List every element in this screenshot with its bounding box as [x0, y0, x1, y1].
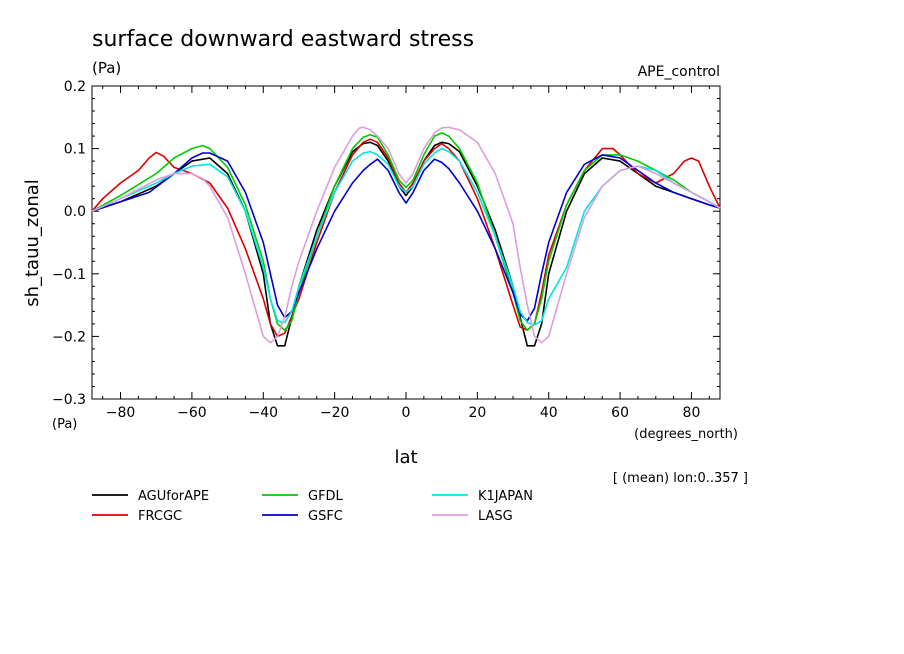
x-tick-label: −20	[320, 405, 350, 421]
x-axis-label: lat	[394, 447, 417, 468]
series-line-gfdl	[91, 132, 721, 331]
y-tick-label: 0.0	[64, 204, 86, 220]
x-axis: −80 −60 −40 −20 0 20 40 60 80	[106, 86, 701, 421]
x-tick-label: −40	[248, 405, 278, 421]
series-lines	[91, 126, 721, 347]
minor-ticks	[92, 86, 720, 399]
legend-label: K1JAPAN	[478, 489, 533, 504]
y-tick-label: 0.1	[64, 142, 86, 158]
y-tick-label: −0.2	[52, 329, 86, 345]
legend-label: AGUforAPE	[138, 489, 209, 504]
plot-frame	[91, 85, 721, 400]
legend-label: GFDL	[308, 489, 344, 504]
legend-label: LASG	[478, 509, 513, 524]
legend: AGUforAPE FRCGC GFDL GSFC K1JAPAN LASG	[92, 489, 533, 524]
y-units-bottom: (Pa)	[52, 417, 77, 432]
y-axis: −0.3 −0.2 −0.1 0.0 0.1 0.2	[52, 79, 720, 408]
series-line-lasg	[91, 126, 721, 344]
plot-area: −80 −60 −40 −20 0 20 40 60 80 −0.3 −0.2 −0.1 0.0 0.1…	[52, 79, 721, 421]
averaging-note: [ (mean) lon:0..357 ]	[613, 471, 748, 486]
y-tick-label: 0.2	[64, 79, 86, 95]
chart-title: surface downward eastward stress	[92, 27, 474, 52]
x-tick-label: −60	[177, 405, 207, 421]
x-tick-label: 20	[468, 405, 486, 421]
x-tick-label: −80	[106, 405, 136, 421]
x-tick-label: 80	[683, 405, 701, 421]
y-tick-label: −0.1	[52, 267, 86, 283]
y-tick-label: −0.3	[52, 392, 86, 408]
legend-label: FRCGC	[138, 509, 182, 524]
experiment-label: APE_control	[638, 64, 720, 80]
x-tick-label: 0	[402, 405, 411, 421]
x-tick-label: 40	[540, 405, 558, 421]
series-line-k1japan	[91, 147, 721, 326]
legend-label: GSFC	[308, 509, 343, 524]
y-axis-label: sh_tauu_zonal	[22, 179, 43, 307]
series-line-gsfc	[91, 152, 721, 322]
chart-units-label: (Pa)	[92, 59, 121, 77]
x-units-label: (degrees_north)	[634, 427, 738, 442]
x-tick-label: 60	[611, 405, 629, 421]
